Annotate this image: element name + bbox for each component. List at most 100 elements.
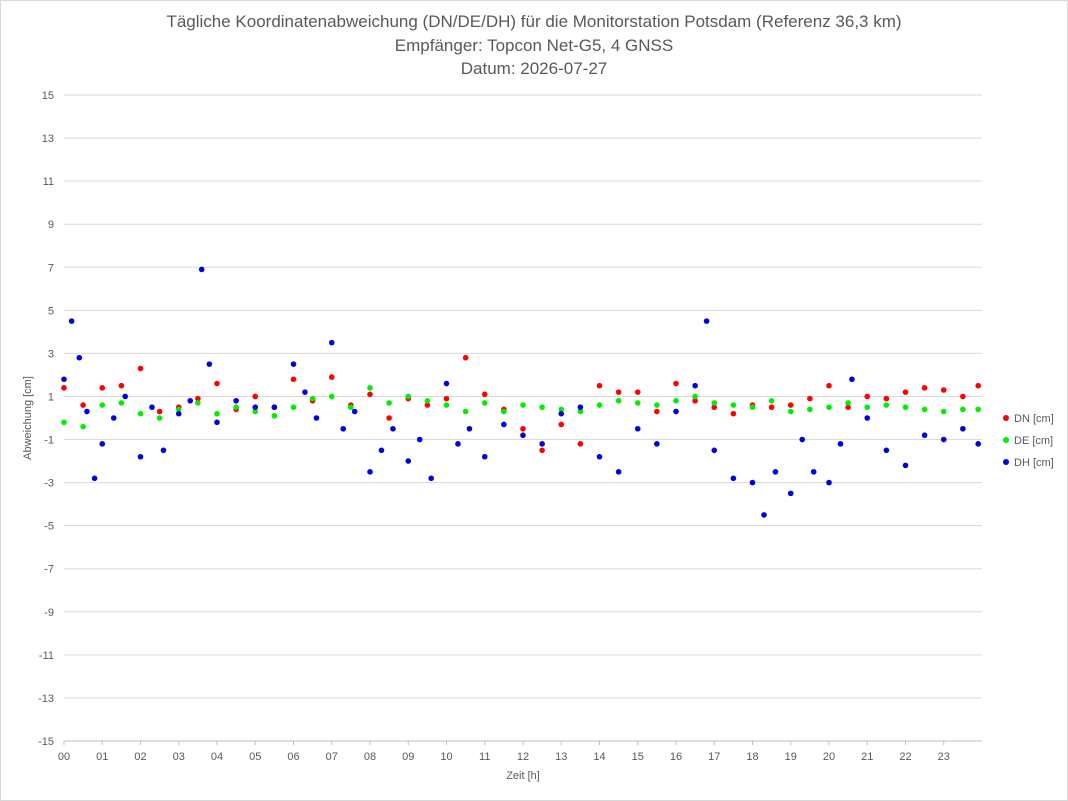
point-dn — [787, 402, 794, 408]
point-dn — [61, 385, 67, 391]
point-dh — [367, 469, 373, 475]
point-dh — [761, 512, 767, 518]
point-dh — [61, 376, 67, 383]
point-de — [443, 402, 450, 408]
point-de — [309, 395, 316, 402]
point-dh — [975, 441, 981, 447]
x-axis-label: Zeit [h] — [506, 770, 540, 782]
point-dh — [428, 475, 435, 482]
y-tick-label: -7 — [44, 564, 54, 576]
point-dh — [313, 415, 320, 421]
point-dh — [328, 339, 335, 346]
point-dn — [711, 404, 718, 411]
point-dh — [405, 458, 412, 464]
point-dn — [99, 385, 106, 391]
point-de — [501, 408, 507, 415]
point-de — [940, 408, 947, 415]
point-dn — [137, 365, 144, 372]
point-dh — [137, 453, 144, 460]
point-de — [520, 402, 526, 408]
point-dh — [837, 441, 844, 447]
point-dh — [122, 393, 128, 400]
point-dh — [110, 415, 117, 421]
point-de — [290, 404, 297, 411]
point-de — [424, 397, 431, 404]
x-tick-label: 10 — [440, 751, 452, 763]
point-de — [367, 385, 373, 391]
point-dh — [596, 453, 603, 460]
point-dn — [596, 382, 603, 389]
point-dh — [351, 408, 358, 415]
legend-marker-dn — [1003, 415, 1009, 421]
point-dn — [462, 354, 469, 361]
point-dh — [692, 382, 698, 389]
point-dh — [810, 469, 817, 475]
point-dn — [940, 387, 947, 393]
point-dn — [692, 397, 698, 404]
point-dh — [826, 479, 832, 486]
point-de — [673, 397, 679, 404]
point-dh — [921, 432, 928, 439]
point-de — [787, 408, 794, 415]
point-dh — [772, 469, 779, 475]
point-de — [271, 413, 278, 419]
point-de — [596, 402, 603, 408]
point-de — [807, 406, 813, 413]
point-de — [902, 404, 909, 411]
point-de — [692, 393, 698, 400]
point-dh — [443, 380, 450, 387]
point-dh — [673, 408, 679, 415]
point-dh — [187, 397, 194, 404]
x-tick-label: 01 — [96, 751, 108, 763]
point-de — [175, 406, 182, 413]
x-tick-label: 21 — [861, 751, 873, 763]
y-tick-label: 5 — [48, 305, 54, 317]
point-dh — [302, 389, 308, 395]
y-tick-label: -11 — [39, 650, 54, 662]
x-tick-label: 00 — [58, 751, 70, 763]
point-dh — [416, 436, 423, 443]
y-tick-label: -13 — [38, 693, 54, 705]
legend-label-dn: DN [cm] — [1014, 413, 1054, 425]
point-dn — [730, 410, 737, 417]
point-dn — [864, 393, 871, 400]
point-de — [405, 393, 412, 400]
point-de — [749, 404, 756, 411]
point-de — [61, 419, 67, 426]
x-tick-label: 03 — [173, 751, 185, 763]
x-tick-label: 20 — [823, 751, 835, 763]
point-de — [195, 400, 201, 406]
point-de — [558, 406, 565, 413]
x-tick-label: 15 — [632, 751, 644, 763]
chart-title: Tägliche Koordinatenabweichung (DN/DE/DH… — [166, 12, 902, 31]
point-de — [348, 404, 354, 411]
y-tick-label: 15 — [42, 90, 54, 102]
point-dh — [849, 376, 855, 383]
point-dn — [654, 408, 660, 415]
point-dh — [214, 419, 220, 426]
x-tick-label: 09 — [402, 751, 414, 763]
point-de — [975, 406, 981, 413]
x-tick-label: 06 — [287, 751, 299, 763]
point-dn — [443, 395, 450, 402]
x-tick-label: 14 — [593, 751, 605, 763]
x-tick-label: 08 — [364, 751, 376, 763]
x-tick-label: 02 — [134, 751, 146, 763]
point-de — [768, 397, 775, 404]
point-dn — [156, 408, 163, 415]
point-dh — [960, 425, 966, 432]
point-dh — [271, 404, 278, 411]
chart-subtitle-date: Datum: 2026-07-27 — [460, 59, 608, 78]
point-de — [386, 400, 392, 406]
point-dh — [206, 361, 213, 367]
point-dh — [91, 475, 98, 482]
point-de — [481, 400, 488, 406]
point-dn — [290, 376, 297, 383]
point-dh — [539, 441, 545, 447]
x-tick-label: 23 — [938, 751, 950, 763]
x-tick-label: 04 — [211, 751, 223, 763]
chart-subtitle-receiver: Empfänger: Topcon Net-G5, 4 GNSS — [394, 36, 674, 55]
point-dh — [558, 410, 565, 417]
x-tick-label: 19 — [785, 751, 797, 763]
